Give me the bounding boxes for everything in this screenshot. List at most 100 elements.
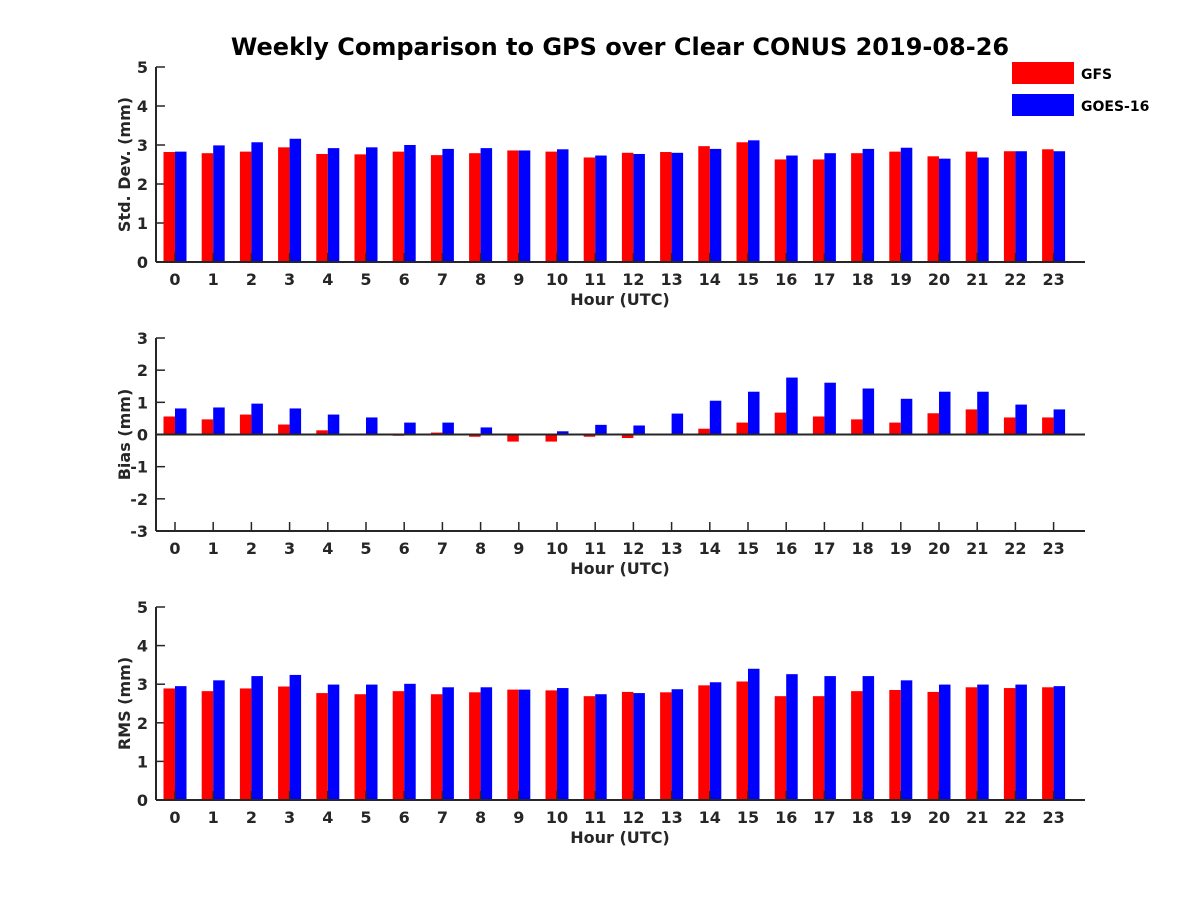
bar-goes-16-hour-21 bbox=[977, 157, 989, 262]
x-tick-label: 23 bbox=[1042, 539, 1064, 558]
x-tick-label: 7 bbox=[437, 808, 448, 827]
x-tick-label: 21 bbox=[966, 270, 988, 289]
bar-gfs-hour-11 bbox=[583, 696, 596, 800]
y-tick-label: 2 bbox=[137, 361, 148, 380]
bar-gfs-hour-11 bbox=[583, 157, 596, 262]
y-tick-label: 1 bbox=[137, 393, 148, 412]
x-tick-label: 10 bbox=[546, 270, 568, 289]
bar-gfs-hour-23 bbox=[1042, 417, 1054, 435]
bar-goes-16-hour-9 bbox=[518, 150, 531, 262]
x-tick-label: 16 bbox=[775, 808, 797, 827]
bar-goes-16-hour-3 bbox=[289, 408, 302, 435]
x-tick-label: 4 bbox=[322, 270, 333, 289]
bar-goes-16-hour-5 bbox=[366, 147, 378, 262]
x-tick-label: 2 bbox=[246, 808, 257, 827]
bar-gfs-hour-9 bbox=[507, 434, 519, 442]
x-tick-label: 15 bbox=[737, 270, 759, 289]
x-tick-label: 5 bbox=[360, 270, 371, 289]
bar-goes-16-hour-8 bbox=[480, 148, 493, 262]
bar-goes-16-hour-0 bbox=[175, 686, 187, 800]
y-tick-label: 4 bbox=[137, 97, 148, 116]
bar-gfs-hour-4 bbox=[316, 430, 328, 435]
y-tick-label: 3 bbox=[137, 329, 148, 348]
bar-goes-16-hour-4 bbox=[327, 684, 340, 800]
bar-goes-16-hour-15 bbox=[748, 668, 760, 800]
bar-goes-16-hour-14 bbox=[709, 682, 722, 800]
bar-gfs-hour-8 bbox=[469, 153, 481, 262]
x-tick-label: 4 bbox=[322, 539, 333, 558]
bar-gfs-hour-6 bbox=[392, 691, 405, 800]
bar-gfs-hour-15 bbox=[736, 681, 748, 800]
bar-goes-16-hour-0 bbox=[175, 151, 187, 262]
bar-goes-16-hour-2 bbox=[251, 403, 263, 435]
bar-goes-16-hour-5 bbox=[366, 417, 378, 435]
bar-goes-16-hour-17 bbox=[824, 382, 836, 435]
bar-goes-16-hour-5 bbox=[366, 684, 378, 800]
x-tick-label: 19 bbox=[890, 808, 912, 827]
bar-goes-16-hour-7 bbox=[442, 687, 454, 800]
bar-gfs-hour-11 bbox=[583, 434, 596, 437]
x-tick-label: 21 bbox=[966, 539, 988, 558]
bar-goes-16-hour-8 bbox=[480, 427, 493, 435]
y-tick-label: 1 bbox=[137, 214, 148, 233]
bar-gfs-hour-10 bbox=[545, 434, 557, 442]
x-tick-label: 17 bbox=[813, 808, 835, 827]
bar-goes-16-hour-9 bbox=[518, 689, 531, 800]
bar-gfs-hour-23 bbox=[1042, 687, 1054, 800]
y-tick-label: 0 bbox=[137, 426, 148, 445]
bar-gfs-hour-10 bbox=[545, 690, 557, 800]
x-tick-label: 8 bbox=[475, 539, 486, 558]
bar-gfs-hour-17 bbox=[812, 696, 825, 800]
y-tick-label: -3 bbox=[130, 522, 148, 541]
x-tick-label: 8 bbox=[475, 808, 486, 827]
bar-goes-16-hour-16 bbox=[786, 377, 798, 435]
bar-goes-16-hour-13 bbox=[671, 413, 684, 435]
bar-goes-16-hour-12 bbox=[633, 153, 645, 262]
bar-goes-16-hour-17 bbox=[824, 153, 836, 262]
x-tick-label: 16 bbox=[775, 270, 797, 289]
bar-gfs-hour-8 bbox=[469, 692, 481, 800]
x-tick-label: 14 bbox=[699, 270, 721, 289]
x-tick-label: 22 bbox=[1004, 808, 1026, 827]
bar-goes-16-hour-10 bbox=[557, 688, 569, 800]
bar-gfs-hour-20 bbox=[927, 156, 939, 262]
x-tick-label: 18 bbox=[851, 808, 873, 827]
x-tick-label: 1 bbox=[208, 808, 219, 827]
bar-goes-16-hour-14 bbox=[709, 400, 722, 435]
bar-gfs-hour-22 bbox=[1003, 417, 1016, 435]
bar-gfs-hour-20 bbox=[927, 413, 939, 435]
y-tick-label: 5 bbox=[137, 58, 148, 77]
bar-goes-16-hour-17 bbox=[824, 676, 836, 800]
bar-gfs-hour-18 bbox=[851, 419, 863, 435]
bar-gfs-hour-0 bbox=[163, 688, 175, 800]
bar-goes-16-hour-1 bbox=[213, 407, 225, 435]
x-tick-label: 18 bbox=[851, 539, 873, 558]
bar-gfs-hour-13 bbox=[660, 692, 672, 800]
bar-goes-16-hour-4 bbox=[327, 414, 340, 435]
y-axis-label: Std. Dev. (mm) bbox=[115, 97, 134, 232]
bar-gfs-hour-14 bbox=[698, 685, 710, 800]
bar-goes-16-hour-19 bbox=[900, 680, 913, 800]
bar-goes-16-hour-8 bbox=[480, 687, 493, 800]
bar-gfs-hour-3 bbox=[278, 147, 290, 262]
bar-goes-16-hour-4 bbox=[327, 148, 340, 262]
bar-gfs-hour-4 bbox=[316, 153, 328, 262]
bar-gfs-hour-9 bbox=[507, 150, 519, 262]
bar-goes-16-hour-23 bbox=[1053, 409, 1066, 435]
bar-gfs-hour-16 bbox=[774, 696, 787, 800]
y-tick-label: 4 bbox=[137, 637, 148, 656]
bar-gfs-hour-20 bbox=[927, 691, 939, 800]
x-tick-label: 6 bbox=[399, 808, 410, 827]
x-tick-label: 10 bbox=[546, 808, 568, 827]
x-tick-label: 22 bbox=[1004, 270, 1026, 289]
legend-label-gfs: GFS bbox=[1081, 67, 1112, 83]
x-tick-label: 15 bbox=[737, 808, 759, 827]
x-tick-label: 1 bbox=[208, 539, 219, 558]
x-tick-label: 6 bbox=[399, 270, 410, 289]
bar-gfs-hour-6 bbox=[392, 151, 405, 262]
bar-goes-16-hour-18 bbox=[862, 388, 875, 435]
bar-goes-16-hour-19 bbox=[900, 398, 913, 435]
x-tick-label: 6 bbox=[399, 539, 410, 558]
y-tick-label: 5 bbox=[137, 598, 148, 617]
